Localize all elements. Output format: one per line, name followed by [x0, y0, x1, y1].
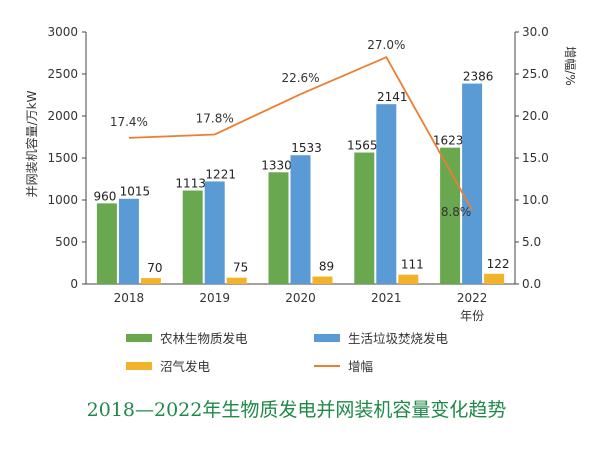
y-left-tick-label-0: 0 — [70, 277, 78, 291]
bar-label-s1-2019: 1221 — [205, 167, 236, 181]
bar-s0-2019 — [182, 190, 203, 284]
y-left-tick-label-3: 1500 — [47, 151, 78, 165]
bar-label-s0-2020: 1330 — [261, 158, 292, 172]
bar-label-s2-2019: 75 — [233, 261, 248, 275]
bar-label-s2-2022: 122 — [487, 257, 510, 271]
legend-label-waste: 生活垃圾焚烧发电 — [348, 331, 449, 346]
bar-s0-2018 — [96, 203, 117, 284]
y-left-tick-label-6: 3000 — [47, 25, 78, 39]
y-left-tick-label-2: 1000 — [47, 193, 78, 207]
legend-swatch-agri — [126, 333, 152, 342]
chart-canvas: 0 500 1000 1500 2000 2500 3000 0.0 5.0 10.0 15.0 20… — [24, 25, 578, 323]
bar-label-s0-2021: 1565 — [347, 139, 378, 153]
growth-label-2021: 27.0% — [367, 38, 405, 52]
bar-label-s2-2018: 70 — [147, 261, 162, 275]
x-tick-label-2021: 2021 — [371, 291, 402, 305]
bar-s2-2022 — [484, 273, 505, 284]
bar-s2-2019 — [226, 277, 247, 284]
growth-label-2019: 17.8% — [196, 111, 234, 125]
bar-s1-2020 — [290, 155, 311, 284]
y-left-tick-label-4: 2000 — [47, 109, 78, 123]
y-right-tick-label-2: 10.0 — [522, 193, 549, 207]
bar-s0-2021 — [354, 152, 375, 284]
growth-label-2018: 17.4% — [110, 115, 148, 129]
y-left-tick-label-5: 2500 — [47, 67, 78, 81]
y-right-tick-label-5: 25.0 — [522, 67, 549, 81]
x-tick-label-2019: 2019 — [199, 291, 230, 305]
x-axis-title: 年份 — [460, 309, 484, 323]
x-tick-label-2020: 2020 — [285, 291, 316, 305]
bar-label-s1-2020: 1533 — [291, 141, 322, 155]
bar-label-s2-2021: 111 — [401, 258, 424, 272]
bar-s2-2021 — [398, 274, 419, 284]
y-axis-right-title: 增幅/% — [563, 46, 578, 85]
bar-label-s1-2021: 2141 — [377, 90, 408, 104]
bar-s0-2020 — [268, 172, 289, 284]
bar-label-s1-2018: 1015 — [120, 185, 151, 199]
x-tick-label-2022: 2022 — [457, 291, 488, 305]
y-right-tick-label-6: 30.0 — [522, 25, 549, 39]
y-axis-left-title: 并网装机容量/万kW — [24, 90, 39, 197]
bar-label-s0-2019: 1113 — [175, 177, 206, 191]
legend-item-waste: 生活垃圾焚烧发电 — [314, 328, 448, 347]
legend-swatch-biogas — [126, 361, 152, 370]
legend-item-agri: 农林生物质发电 — [126, 328, 248, 347]
legend-label-biogas: 沼气发电 — [160, 359, 211, 374]
legend-swatch-growth — [314, 364, 340, 367]
legend-item-biogas: 沼气发电 — [126, 356, 210, 375]
legend-swatch-waste — [314, 333, 340, 342]
y-right-tick-label-4: 20.0 — [522, 109, 549, 123]
y-left-tick-label-1: 500 — [55, 235, 78, 249]
bar-s0-2022 — [440, 147, 461, 284]
legend-label-growth: 增幅 — [348, 359, 374, 374]
legend-label-agri: 农林生物质发电 — [160, 331, 248, 346]
y-right-tick-label-0: 0.0 — [522, 277, 541, 291]
bar-s1-2022 — [462, 83, 483, 285]
bar-s1-2019 — [204, 181, 225, 284]
growth-line — [128, 56, 473, 211]
legend-item-growth: 增幅 — [314, 356, 373, 375]
bar-label-s0-2022: 1623 — [433, 134, 464, 148]
bar-label-s0-2018: 960 — [93, 189, 116, 203]
growth-label-2022: 8.8% — [441, 205, 472, 219]
y-right-tick-label-1: 5.0 — [522, 235, 541, 249]
bar-s1-2018 — [118, 198, 139, 284]
growth-label-2020: 22.6% — [281, 71, 319, 85]
bar-s2-2018 — [140, 278, 161, 284]
y-right-tick-label-3: 15.0 — [522, 151, 549, 165]
bar-s1-2021 — [376, 104, 397, 284]
bar-s2-2020 — [312, 276, 333, 284]
x-tick-label-2018: 2018 — [114, 291, 145, 305]
chart-title: 2018—2022年生物质发电并网装机容量变化趋势 — [86, 399, 507, 421]
bar-label-s1-2022: 2386 — [463, 70, 494, 84]
bar-label-s2-2020: 89 — [319, 260, 334, 274]
